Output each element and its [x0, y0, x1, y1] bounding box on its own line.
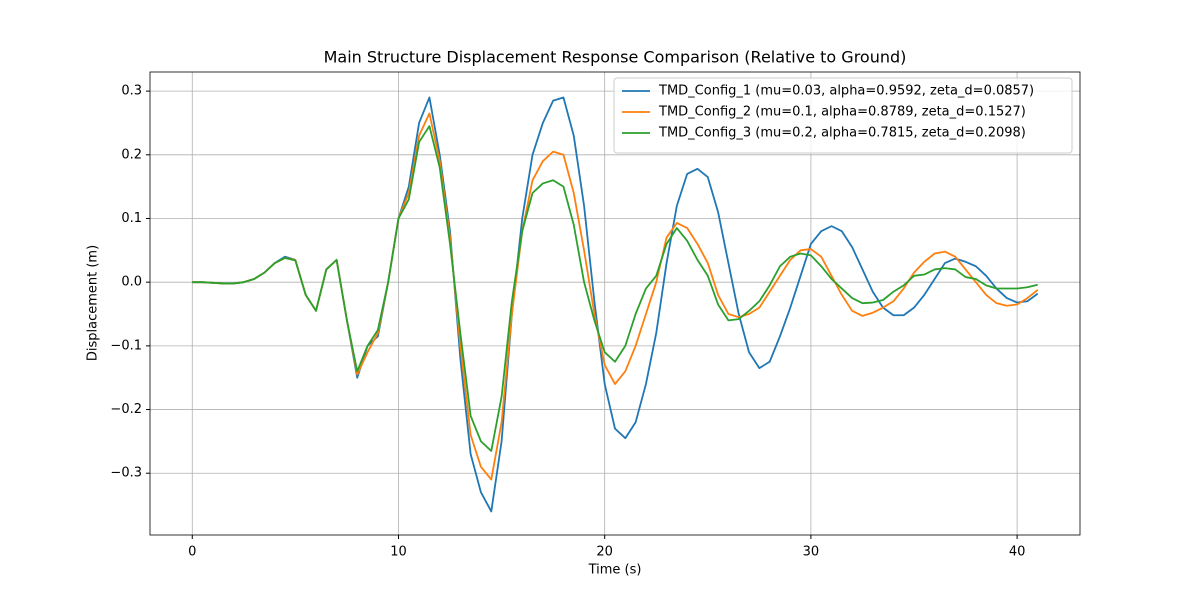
x-tick-label: 30 [803, 545, 820, 560]
y-tick-label: −0.2 [110, 402, 142, 417]
x-tick-label: 40 [1009, 545, 1026, 560]
y-axis-label: Displacement (m) [86, 245, 101, 361]
x-tick-label: 10 [390, 545, 407, 560]
y-tick-label: −0.3 [110, 466, 142, 481]
y-tick-label: 0.2 [121, 147, 142, 162]
legend-label: TMD_Config_1 (mu=0.03, alpha=0.9592, zet… [658, 84, 1034, 99]
x-tick-label: 0 [188, 545, 196, 560]
series-line [192, 125, 1038, 452]
y-tick-label: 0.0 [121, 275, 142, 290]
plot-frame [149, 71, 1081, 536]
legend: TMD_Config_1 (mu=0.03, alpha=0.9592, zet… [613, 77, 1073, 154]
y-tick-label: −0.1 [110, 338, 142, 353]
y-tick-label: 0.3 [121, 84, 142, 99]
legend-label: TMD_Config_3 (mu=0.2, alpha=0.7815, zeta… [658, 126, 1026, 141]
x-axis-label: Time (s) [588, 563, 642, 578]
legend-label: TMD_Config_2 (mu=0.1, alpha=0.8789, zeta… [658, 105, 1026, 120]
y-tick-label: 0.1 [121, 211, 142, 226]
legend-box [613, 77, 1073, 154]
grid [150, 72, 1080, 535]
chart-title: Main Structure Displacement Response Com… [324, 48, 907, 67]
plot-lines [192, 96, 1039, 513]
x-tick-label: 20 [596, 545, 613, 560]
